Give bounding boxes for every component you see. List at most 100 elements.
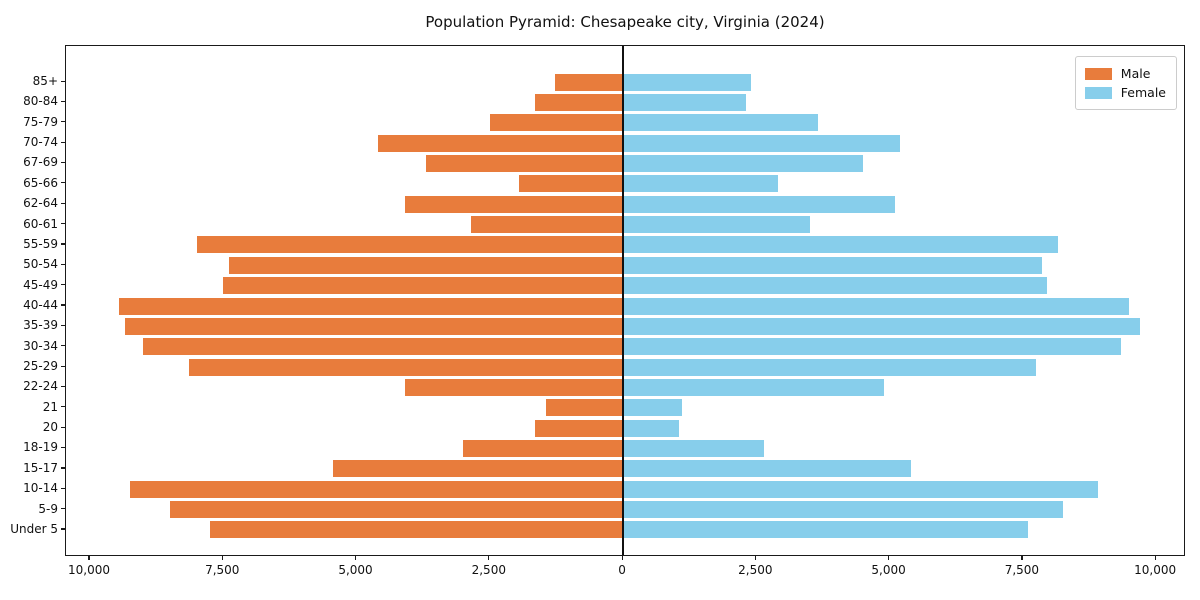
male-bar-10-14 (129, 480, 624, 498)
y-tick-mark (61, 202, 65, 204)
y-tick-label-15-17: 15-17 (23, 460, 58, 475)
x-tick-mark (88, 556, 90, 560)
x-tick-mark (355, 556, 357, 560)
y-tick-mark (61, 182, 65, 184)
chart-title: Population Pyramid: Chesapeake city, Vir… (425, 13, 825, 31)
x-tick-label-10,000: 10,000 (67, 563, 110, 577)
y-tick-label-22-24: 22-24 (23, 379, 58, 394)
x-tick-mark (754, 556, 757, 560)
x-tick-label-2,500: 2,500 (471, 563, 506, 577)
y-tick-mark (61, 304, 65, 306)
female-bar-85+ (623, 73, 751, 91)
male-bar-75-79 (489, 114, 624, 132)
male-bar-67-69 (425, 154, 624, 172)
x-tick-label-5,000: 5,000 (871, 563, 906, 577)
x-tick-label-7,500: 7,500 (205, 563, 240, 577)
legend-label-male: Male (1120, 66, 1151, 81)
x-tick-label-10,000: 10,000 (1134, 563, 1177, 577)
male-bar-60-61 (471, 216, 624, 233)
female-bar-80-84 (623, 93, 746, 111)
y-tick-label-30-34: 30-34 (23, 338, 58, 353)
male-bar-80-84 (535, 93, 624, 111)
y-tick-label-25-29: 25-29 (23, 359, 58, 374)
y-tick-mark (61, 528, 65, 530)
male-bar-25-29 (188, 358, 624, 376)
y-tick-label-80-84: 80-84 (23, 94, 58, 109)
female-bar-30-34 (623, 338, 1122, 356)
male-bar-22-24 (404, 378, 624, 396)
y-tick-label-35-39: 35-39 (23, 318, 58, 333)
x-tick-mark (488, 556, 490, 560)
y-tick-label-85+: 85+ (32, 74, 58, 88)
y-tick-label-20: 20 (42, 420, 58, 435)
y-tick-mark (61, 324, 65, 326)
y-tick-label-55-59: 55-59 (23, 236, 58, 251)
female-bar-67-69 (623, 154, 863, 172)
y-tick-label-Under 5: Under 5 (10, 521, 58, 536)
legend: Male Female (1074, 56, 1177, 110)
x-tick-mark (1154, 556, 1156, 560)
male-bar-40-44 (119, 297, 624, 315)
female-bar-65-66 (623, 175, 778, 193)
y-tick-mark (61, 263, 65, 265)
male-bar-18-19 (463, 440, 624, 457)
y-tick-mark (61, 284, 65, 286)
x-tick-label-2,500: 2,500 (738, 563, 773, 577)
y-tick-label-65-66: 65-66 (23, 175, 58, 190)
x-tick-label-5,000: 5,000 (338, 563, 373, 577)
male-bar-30-34 (143, 338, 624, 356)
y-tick-label-75-79: 75-79 (23, 114, 58, 129)
y-tick-label-18-19: 18-19 (23, 440, 58, 455)
y-tick-mark (61, 487, 65, 489)
female-bar-62-64 (623, 195, 895, 213)
y-tick-mark (61, 426, 65, 428)
female-bar-35-39 (623, 317, 1141, 335)
y-tick-mark (61, 467, 65, 469)
y-tick-mark (61, 141, 65, 143)
x-tick-mark (1021, 556, 1023, 560)
y-tick-mark (61, 508, 65, 510)
female-bar-60-61 (623, 216, 810, 233)
y-tick-label-70-74: 70-74 (23, 135, 58, 150)
female-bar-21 (623, 399, 682, 417)
male-bar-20 (535, 419, 624, 437)
y-tick-mark (61, 345, 65, 347)
female-bar-15-17 (623, 460, 911, 478)
male-bar-5-9 (169, 501, 624, 519)
female-bar-22-24 (623, 378, 885, 396)
y-tick-label-60-61: 60-61 (23, 216, 58, 231)
female-bar-50-54 (623, 256, 1042, 274)
x-tick-mark (888, 556, 890, 560)
male-bar-55-59 (196, 236, 624, 254)
legend-item-male: Male (1084, 64, 1166, 83)
male-bar-45-49 (223, 277, 624, 295)
y-tick-mark (61, 100, 65, 103)
male-legend-swatch (1084, 67, 1112, 80)
female-bar-70-74 (623, 134, 901, 152)
y-tick-mark (61, 80, 65, 82)
female-legend-swatch (1084, 86, 1112, 99)
y-tick-label-45-49: 45-49 (23, 277, 58, 292)
female-bar-55-59 (623, 236, 1058, 254)
y-tick-mark (61, 223, 65, 225)
female-bar-18-19 (623, 440, 765, 457)
y-tick-mark (61, 385, 65, 388)
female-bar-45-49 (623, 277, 1047, 295)
plot-area: Male Female (65, 45, 1185, 556)
y-tick-label-21: 21 (42, 399, 58, 414)
x-tick-label-7,500: 7,500 (1004, 563, 1040, 577)
male-bar-70-74 (377, 134, 624, 152)
male-bar-35-39 (124, 317, 624, 335)
y-tick-label-40-44: 40-44 (23, 297, 58, 312)
male-bar-85+ (555, 73, 624, 91)
y-tick-label-10-14: 10-14 (23, 481, 58, 496)
male-bar-62-64 (404, 195, 624, 213)
female-bar-75-79 (623, 114, 818, 132)
female-bar-Under 5 (623, 521, 1029, 539)
x-tick-mark (221, 556, 223, 560)
legend-item-female: Female (1084, 83, 1166, 102)
male-bar-15-17 (332, 460, 624, 478)
female-bar-40-44 (623, 297, 1130, 315)
y-tick-label-50-54: 50-54 (23, 257, 58, 272)
